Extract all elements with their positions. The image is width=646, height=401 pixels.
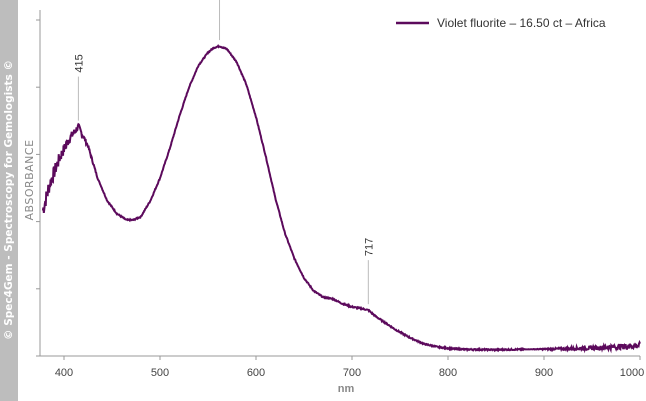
x-tick-label: 1000	[620, 367, 644, 379]
watermark-bar: © Spec4Gem - Spectroscopy for Gemologist…	[0, 0, 18, 401]
legend-label: Violet fluorite – 16.50 ct – Africa	[437, 16, 606, 30]
series-line	[41, 43, 641, 354]
series-layer	[41, 43, 641, 354]
y-axis-title: ABSORBANCE	[23, 139, 36, 220]
annotation-label: 415	[73, 54, 85, 72]
x-tick-label: 600	[247, 367, 265, 379]
y-ticks	[36, 19, 40, 357]
x-tick-label: 800	[439, 367, 457, 379]
annotation-layer: 415562717	[73, 0, 375, 305]
x-tick-label: 900	[535, 367, 553, 379]
x-axis-title: nm	[338, 383, 355, 395]
x-tick-label: 500	[151, 367, 169, 379]
x-tick-label: 700	[343, 367, 361, 379]
legend: Violet fluorite – 16.50 ct – Africa	[396, 16, 606, 30]
x-ticks: 400 500 600 700 800 900 1000	[55, 356, 644, 379]
annotation-label: 717	[363, 238, 375, 256]
x-tick-label: 400	[55, 367, 73, 379]
